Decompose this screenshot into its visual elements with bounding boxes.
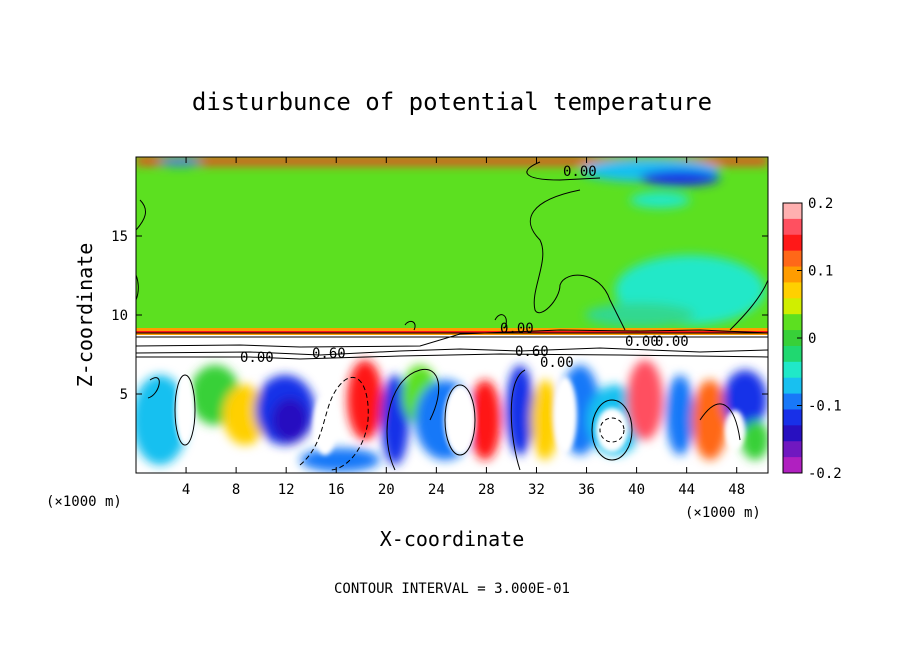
- colorbar-swatch: [783, 393, 802, 410]
- contour-label: 0.00: [563, 164, 597, 180]
- colorbar-swatch: [783, 361, 802, 379]
- colorbar-tick-label: 0.2: [808, 196, 833, 212]
- colorbar-tick-label: 0: [808, 331, 816, 347]
- colorbar-swatch: [783, 203, 802, 220]
- x-tick-label: 12: [278, 482, 295, 498]
- colorbar-swatch: [783, 234, 802, 252]
- y-axis-title: Z-coordinate: [73, 243, 97, 388]
- colorbar-swatch: [783, 441, 802, 458]
- colorbar-swatch: [783, 345, 802, 363]
- x-unit-label-left: (×1000 m): [46, 494, 122, 510]
- colorbar: [783, 203, 802, 474]
- x-tick-label: 44: [678, 482, 695, 498]
- y-tick-label: 10: [111, 308, 128, 324]
- colorbar-tick-label: 0.1: [808, 264, 833, 280]
- contour-label: 0.60: [312, 346, 346, 362]
- contour-label: 0.00: [240, 350, 274, 366]
- x-tick-label: 36: [578, 482, 595, 498]
- x-tick-label: 16: [328, 482, 345, 498]
- contour-label: 0.00: [500, 321, 534, 337]
- colorbar-ticks: 0.2 0.1 0 -0.1 -0.2: [797, 196, 842, 482]
- contour-label: 0.00: [625, 334, 659, 350]
- colorbar-swatch: [783, 425, 802, 442]
- colorbar-tick-label: -0.2: [808, 466, 842, 482]
- x-tick-label: 28: [478, 482, 495, 498]
- y-tick-label: 15: [111, 229, 128, 245]
- chart-title: disturbunce of potential temperature: [192, 88, 712, 116]
- y-tick-label: 5: [120, 387, 128, 403]
- colorbar-swatch: [783, 298, 802, 315]
- y-axis: 5 10 15: [111, 229, 768, 403]
- x-tick-label: 32: [528, 482, 545, 498]
- x-unit-label-right: (×1000 m): [685, 505, 761, 521]
- contour-interval-footer: CONTOUR INTERVAL = 3.000E-01: [334, 581, 570, 597]
- contour-label: 0.00: [540, 355, 574, 371]
- x-tick-label: 4: [182, 482, 190, 498]
- colorbar-swatch: [783, 330, 802, 347]
- colorbar-swatch: [783, 457, 802, 474]
- contour-label: 0.60: [515, 344, 549, 360]
- plot-area: [136, 157, 768, 473]
- colorbar-swatch: [783, 250, 802, 268]
- colorbar-swatch: [783, 266, 802, 283]
- contour-label: 0.00: [655, 334, 689, 350]
- colorbar-swatch: [783, 377, 802, 395]
- x-tick-label: 8: [232, 482, 240, 498]
- x-tick-label: 40: [628, 482, 645, 498]
- colorbar-swatch: [783, 314, 802, 331]
- colorbar-swatch: [783, 282, 802, 299]
- x-tick-label: 48: [728, 482, 745, 498]
- x-tick-label: 24: [428, 482, 445, 498]
- colorbar-swatch: [783, 409, 802, 426]
- x-axis: 4 8 12 16 20 24 28 32 36 40 44 48: [182, 157, 745, 498]
- colorbar-tick-label: -0.1: [808, 399, 842, 415]
- x-axis-title: X-coordinate: [380, 527, 525, 551]
- colorbar-swatch: [783, 218, 802, 236]
- x-tick-label: 20: [378, 482, 395, 498]
